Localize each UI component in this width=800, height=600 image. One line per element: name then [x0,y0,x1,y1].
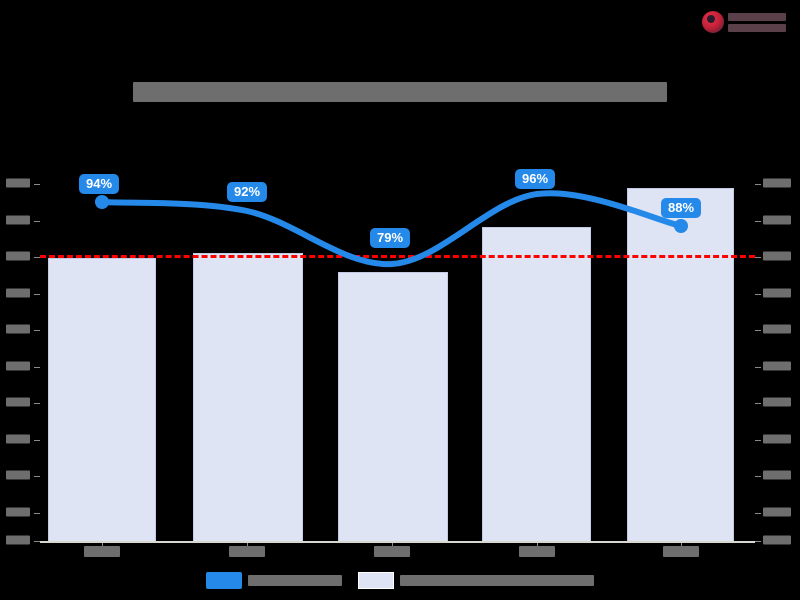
line-endpoint-dot-2 [674,219,688,233]
y-tick-right-7 [755,402,761,404]
y-tick-label-right-9: [redacted] [763,470,791,482]
plot-area: 94% 92% 79% 96% 88% [40,169,755,542]
y-tick-label-left-6: [redacted] [6,361,30,373]
data-label-2: 92% [226,182,268,202]
y-tick-left-6 [34,366,40,368]
y-tick-right-8 [755,439,761,441]
y-axis-left: [redacted] [redacted] [redacted] [redacted]… [0,170,40,545]
y-tick-label-left-2: [redacted] [6,215,30,227]
line-series [95,190,688,268]
logo-wordmark: XXXXXXXXX XXXXXXX [728,12,786,32]
logo-text-line-2: XXXXXXX [728,23,786,32]
x-tick-label-1: [redacted] [84,546,120,560]
y-tick-label-left-4: [redacted] [6,288,30,300]
y-tick-left-3 [34,256,40,258]
y-tick-label-right-11: [redacted] [763,535,791,547]
y-tick-label-left-9: [redacted] [6,470,30,482]
legend-item-line[interactable]: XXXXXXXXXXXXXX [206,572,342,589]
logo-emblem-icon [702,11,724,33]
y-tick-label-left-1: [redacted] [6,178,30,190]
y-axis-right: [redacted] [redacted] [redacted] [redacted]… [755,170,800,545]
y-tick-label-right-8: [redacted] [763,434,791,446]
y-tick-label-right-1: [redacted] [763,178,791,190]
y-tick-right-11 [755,540,761,542]
y-tick-right-4 [755,293,761,295]
y-tick-left-7 [34,402,40,404]
brand-logo: XXXXXXXXX XXXXXXX [702,6,792,38]
data-label-5: 88% [660,198,702,218]
y-tick-left-11 [34,540,40,542]
y-tick-label-right-10: [redacted] [763,507,791,519]
y-tick-label-left-5: [redacted] [6,324,30,336]
bar-1[interactable] [48,258,156,542]
x-tick-label-4: [redacted] [519,546,555,560]
legend-swatch-line-icon [206,572,242,589]
y-tick-label-left-7: [redacted] [6,397,30,409]
y-tick-left-9 [34,475,40,477]
y-tick-right-9 [755,475,761,477]
y-tick-left-5 [34,329,40,331]
y-tick-right-10 [755,512,761,514]
threshold-line [40,255,755,258]
data-label-4: 96% [514,169,556,189]
x-tick-label-2: [redacted] [229,546,265,560]
y-tick-left-2 [34,220,40,222]
chart-title-text: XXXXXXXXXXXXXXXXXXXXXXXXXXXXXXXXXXXXXXXX… [133,82,667,102]
legend-label-line: XXXXXXXXXXXXXX [248,575,342,586]
x-tick-label-3: [redacted] [374,546,410,560]
bar-5[interactable] [627,188,734,542]
y-tick-right-3 [755,256,761,258]
y-tick-right-6 [755,366,761,368]
y-tick-label-left-10: [redacted] [6,507,30,519]
logo-text-line-1: XXXXXXXXX [728,12,786,21]
data-label-3: 79% [369,228,411,248]
y-tick-left-4 [34,293,40,295]
y-tick-label-right-7: [redacted] [763,397,791,409]
y-tick-right-2 [755,220,761,222]
chart-legend: XXXXXXXXXXXXXX XXXXXXXXXXXXXXXXXXXXXXX [0,572,800,589]
legend-label-bar: XXXXXXXXXXXXXXXXXXXXXXX [400,575,594,586]
y-tick-left-1 [34,183,40,185]
x-tick-2 [247,543,248,548]
y-tick-label-left-11: [redacted] [6,535,30,547]
y-tick-label-right-6: [redacted] [763,361,791,373]
line-series-dots [95,195,688,233]
legend-swatch-bar-icon [358,572,394,589]
y-tick-right-1 [755,183,761,185]
x-tick-5 [681,543,682,548]
bar-4[interactable] [482,227,591,542]
line-endpoint-dot-1 [95,195,109,209]
y-tick-label-left-8: [redacted] [6,434,30,446]
y-tick-label-right-5: [redacted] [763,324,791,336]
x-tick-3 [392,543,393,548]
x-tick-4 [537,543,538,548]
y-tick-label-right-4: [redacted] [763,288,791,300]
y-tick-label-right-2: [redacted] [763,215,791,227]
bar-2[interactable] [193,253,303,542]
y-tick-label-left-3: [redacted] [6,251,30,263]
legend-item-bar[interactable]: XXXXXXXXXXXXXXXXXXXXXXX [358,572,594,589]
x-axis-line [40,541,755,543]
chart-title: XXXXXXXXXXXXXXXXXXXXXXXXXXXXXXXXXXXXXXXX… [0,82,800,109]
y-tick-left-8 [34,439,40,441]
x-tick-label-5: [redacted] [663,546,699,560]
line-series-path [99,190,684,268]
data-label-1: 94% [78,174,120,194]
y-tick-right-5 [755,329,761,331]
x-tick-1 [102,543,103,548]
y-tick-label-right-3: [redacted] [763,251,791,263]
y-tick-left-10 [34,512,40,514]
